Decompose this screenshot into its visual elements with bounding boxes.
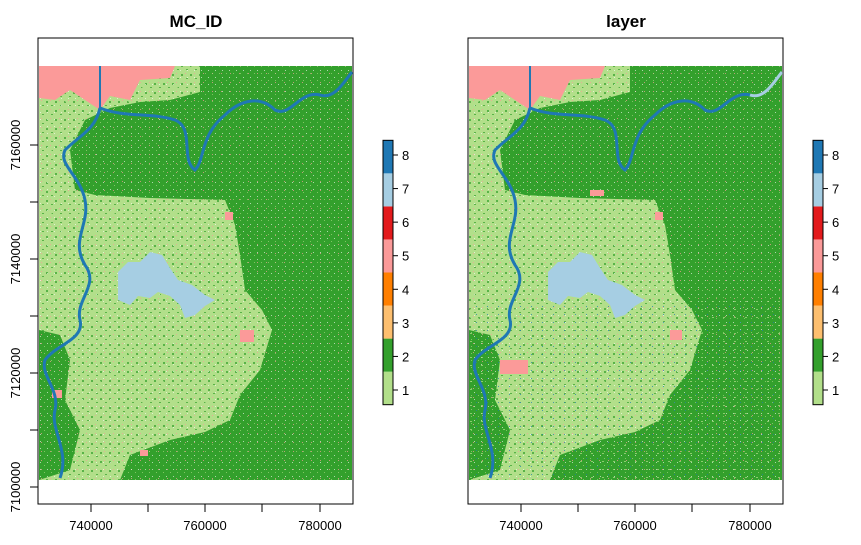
legend-swatch-6 <box>813 206 823 240</box>
legend-swatch-3 <box>813 305 823 339</box>
legend-label: 6 <box>402 215 409 230</box>
legend-label: 7 <box>402 182 409 197</box>
legend-swatch-1 <box>813 371 823 405</box>
panel-title: MC_ID <box>170 12 223 31</box>
raster-river-upper <box>99 71 354 172</box>
panel-title: layer <box>606 12 646 31</box>
raster-pink-patch <box>655 212 663 220</box>
legend-swatch-1 <box>383 371 393 405</box>
raster-pink-patch <box>500 360 528 374</box>
raster-pink-north <box>469 66 605 110</box>
raster-speckle-fine <box>39 66 352 480</box>
legend-label: 1 <box>832 383 839 398</box>
legend-frame <box>812 139 824 406</box>
x-tick-label: 760000 <box>613 518 656 533</box>
legend-swatch-4 <box>813 272 823 306</box>
legend-label: 2 <box>832 349 839 364</box>
raster-reservoir <box>118 252 215 318</box>
x-tick-label: 740000 <box>499 518 542 533</box>
y-axis: 7100000 7120000 7140000 7160000 <box>8 120 39 513</box>
legend-swatch-4 <box>383 272 393 306</box>
y-tick-label: 7100000 <box>8 462 23 513</box>
legend-swatch-5 <box>813 239 823 273</box>
color-legend: 1 2 3 4 5 6 7 8 <box>382 139 409 406</box>
legend-label: 3 <box>832 316 839 331</box>
raster-river-main <box>42 107 102 479</box>
raster-white-gap <box>39 480 352 503</box>
legend-swatch-5 <box>383 239 393 273</box>
y-tick-label: 7120000 <box>8 348 23 399</box>
legend-swatch-2 <box>383 338 393 372</box>
legend-swatch-2 <box>813 338 823 372</box>
legend-swatch-7 <box>813 173 823 207</box>
legend-swatch-8 <box>383 140 393 174</box>
x-axis: 740000 760000 780000 <box>69 503 342 533</box>
raster-river-upper <box>529 92 751 172</box>
legend-label: 6 <box>832 215 839 230</box>
legend-label: 4 <box>402 282 409 297</box>
x-tick-label: 780000 <box>298 518 341 533</box>
legend-frame <box>382 139 394 406</box>
color-legend: 1 2 3 4 5 6 7 8 <box>812 139 839 406</box>
y-tick-label: 7140000 <box>8 234 23 285</box>
legend-label: 1 <box>402 383 409 398</box>
raster-white-gap <box>39 39 352 66</box>
x-tick-label: 740000 <box>69 518 112 533</box>
land-cover-raster <box>39 39 354 503</box>
raster-pink-patch <box>670 330 682 340</box>
legend-label: 7 <box>832 182 839 197</box>
legend-label: 2 <box>402 349 409 364</box>
raster-pink-north <box>39 66 175 110</box>
legend-label: 8 <box>402 148 409 163</box>
raster-pink-patch <box>52 390 62 398</box>
x-tick-label: 780000 <box>728 518 771 533</box>
raster-white-gap <box>469 480 782 503</box>
legend-label: 4 <box>832 282 839 297</box>
raster-river-main <box>472 107 532 479</box>
land-cover-raster <box>469 39 784 503</box>
raster-reservoir <box>548 252 645 318</box>
legend-label: 5 <box>402 249 409 264</box>
raster-pink-patch <box>590 190 604 196</box>
raster-pink-patch <box>240 330 254 342</box>
map-panel-mc-id: MC_ID <box>8 12 409 533</box>
x-axis: 740000 760000 780000 <box>499 503 772 533</box>
raster-speckle-blue <box>469 300 782 480</box>
raster-river-upper-light <box>749 71 784 98</box>
y-tick-label: 7160000 <box>8 120 23 171</box>
legend-label: 5 <box>832 249 839 264</box>
legend-swatch-3 <box>383 305 393 339</box>
legend-swatch-7 <box>383 173 393 207</box>
legend-swatch-6 <box>383 206 393 240</box>
raster-pink-patch <box>225 212 233 220</box>
legend-label: 3 <box>402 316 409 331</box>
legend-swatch-8 <box>813 140 823 174</box>
map-panel-layer: layer <box>467 12 839 533</box>
raster-white-gap <box>469 39 782 66</box>
raster-pink-patch <box>140 450 148 456</box>
x-tick-label: 760000 <box>183 518 226 533</box>
legend-label: 8 <box>832 148 839 163</box>
